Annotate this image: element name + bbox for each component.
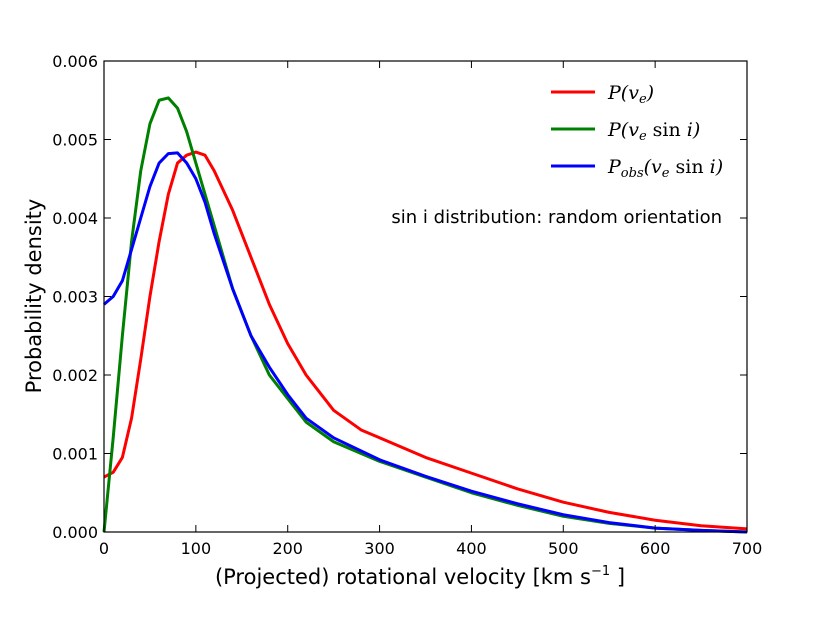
x-tick-label: 0 (99, 539, 109, 558)
series-line-0 (103, 150, 748, 531)
x-tick-label: 300 (364, 539, 395, 558)
x-tick-label: 400 (456, 539, 487, 558)
series-line-2 (103, 151, 748, 534)
legend-label-p-ve: P(ve) (607, 82, 654, 107)
x-tick-label: 200 (272, 539, 303, 558)
y-axis-label: Probability density (22, 199, 46, 394)
y-tick-label: 0.005 (52, 131, 98, 150)
ticks-layer: 0 100 200 300 400 500 600 700 0.000 0.001 0.002 0.0… (52, 52, 762, 558)
x-tick-label: 500 (548, 539, 579, 558)
y-tick-label: 0.006 (52, 52, 98, 71)
y-tick-label: 0.003 (52, 288, 98, 307)
x-tick-label: 600 (640, 539, 671, 558)
y-tick-label: 0.000 (52, 523, 98, 542)
legend-label-p-ve-sini: P(ve sin i) (607, 119, 700, 144)
plot-background (104, 61, 747, 532)
x-axis-label: (Projected) rotational velocity [km s−1 … (215, 564, 625, 589)
series-layer (102, 96, 748, 534)
annotation-text: sin i distribution: random orientation (391, 207, 722, 228)
y-tick-label: 0.004 (52, 209, 98, 228)
y-tick-label: 0.001 (52, 445, 98, 464)
y-tick-label: 0.002 (52, 366, 98, 385)
x-tick-label: 100 (181, 539, 212, 558)
x-tick-label: 700 (732, 539, 763, 558)
